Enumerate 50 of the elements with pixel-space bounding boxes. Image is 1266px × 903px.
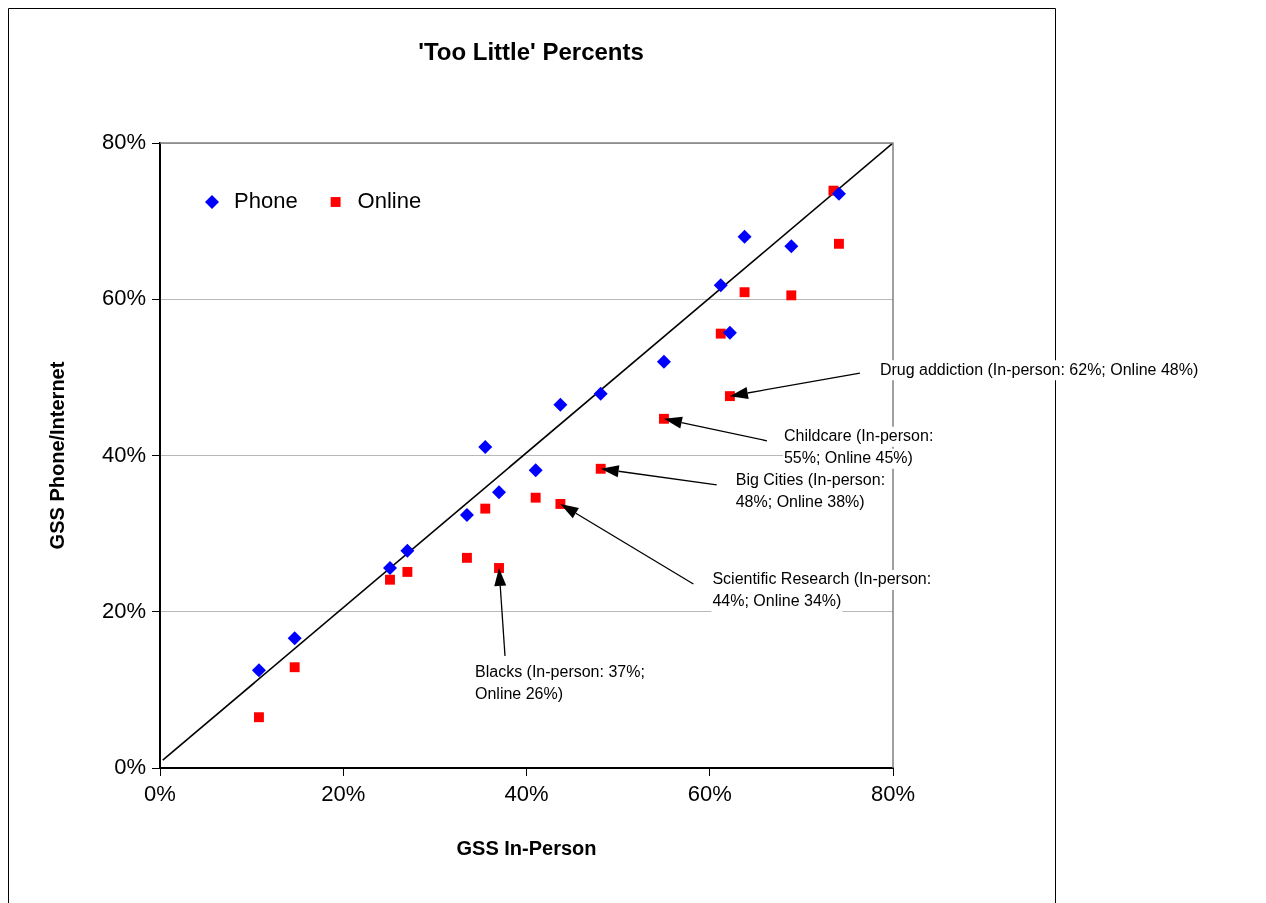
x-tick-label: 40% [504,781,549,807]
point [715,328,726,339]
point [737,229,752,244]
y-tick-label: 20% [101,597,146,623]
point [722,325,737,340]
x-tick-label: 0% [144,781,176,807]
point [494,563,504,573]
point [786,290,797,301]
point [289,662,300,673]
point [480,503,491,514]
point [254,712,264,723]
point [784,239,799,254]
x-tick-label: 80% [870,781,916,807]
point [553,397,568,412]
chart-title: 'Too Little' Percents [418,37,644,65]
y-tick-label: 0% [114,754,146,780]
point [461,552,472,563]
legend-label: Phone [234,188,298,214]
y-axis-title: GSS Phone/Internet [45,361,68,550]
point [385,574,395,585]
annotation: Drug addiction (In-person: 62%; Online 48%) [879,360,1199,378]
annotation: Blacks (In-person: 37%; Online 26%) [475,663,645,703]
point [724,391,735,402]
point [530,492,541,503]
annotation: Scientific Research (In-person: 44%; Online 34%) [712,570,932,610]
point [739,287,750,298]
y-tick-label: 60% [101,285,146,311]
point [402,566,413,577]
y-tick-label: 80% [101,129,146,155]
point [400,543,415,558]
annotation: Childcare (In-person: 55%; Online 45%) [783,427,934,467]
point [492,485,507,500]
x-axis-title: GSS In-Person [456,836,597,859]
annotation: Big Cities (In-person: 48%; Online 38%) [735,471,886,511]
x-tick-label: 20% [321,781,366,807]
point [528,463,543,478]
point [251,663,266,678]
point [593,386,608,401]
point [656,354,671,369]
point [831,186,846,201]
legend-label: Online [357,188,422,214]
point [382,561,397,575]
y-tick-label: 40% [101,441,146,467]
point [713,278,728,293]
point [658,413,669,424]
point [287,631,302,646]
point [459,507,474,522]
point [478,439,493,454]
x-tick-label: 60% [687,781,732,807]
point [833,238,844,249]
